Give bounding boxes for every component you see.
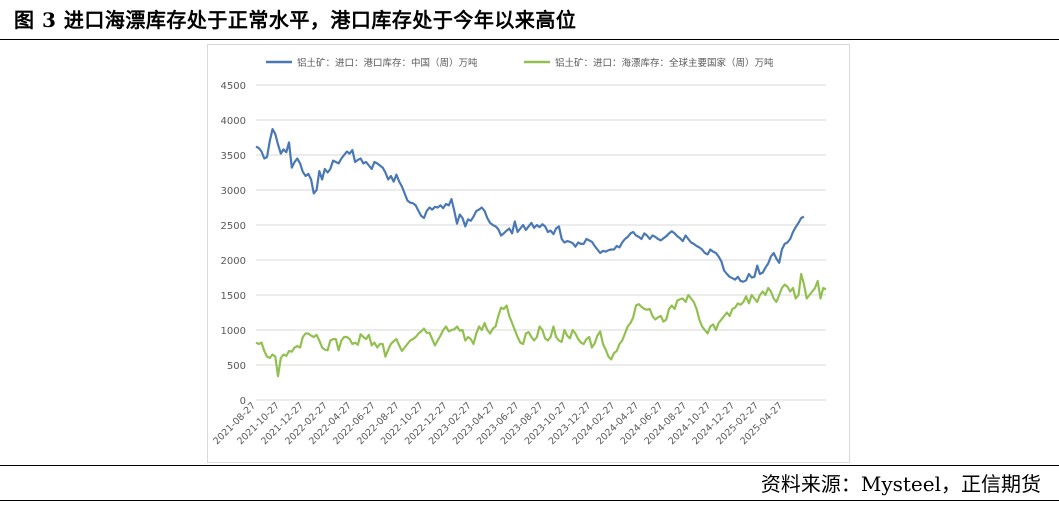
y-axis-ticks: 0 500 1000 1500 2000 2500 3000 3500 4000 4500 xyxy=(221,81,246,407)
series-line-china-port-inventory xyxy=(255,127,805,283)
y-tick-label: 2500 xyxy=(221,221,246,232)
legend-label: 铝土矿：进口：海漂库存：全球主要国家（周）万吨 xyxy=(555,57,774,69)
source-rule xyxy=(0,465,1059,466)
gridlines xyxy=(256,84,826,401)
y-tick-label: 3500 xyxy=(221,151,246,162)
y-tick-label: 2000 xyxy=(221,256,246,267)
bottom-rule xyxy=(0,500,1059,501)
figure-title: 图 3 进口海漂库存处于正常水平，港口库存处于今年以来高位 xyxy=(14,8,577,32)
y-tick-label: 0 xyxy=(240,396,246,407)
x-axis-ticks: 2021-08-272021-10-272021-12-272022-02-27… xyxy=(211,400,785,447)
y-tick-label: 500 xyxy=(227,361,246,372)
series-lines xyxy=(255,127,827,378)
title-rule xyxy=(0,39,1059,40)
chart-frame: 0 500 1000 1500 2000 2500 3000 3500 4000 4500 202… xyxy=(207,44,850,463)
y-tick-label: 3000 xyxy=(221,186,246,197)
y-tick-label: 4000 xyxy=(221,116,246,127)
y-tick-label: 1500 xyxy=(221,291,246,302)
chart-svg: 0 500 1000 1500 2000 2500 3000 3500 4000 4500 202… xyxy=(211,57,827,447)
y-tick-label: 1000 xyxy=(221,326,246,337)
source-note: 资料来源：Mysteel，正信期货 xyxy=(760,472,1041,496)
series-line-seaborne-inventory xyxy=(255,272,827,378)
legend-label: 铝土矿：进口：港口库存：中国（周）万吨 xyxy=(297,57,478,69)
y-tick-label: 4500 xyxy=(221,81,246,92)
legend: 铝土矿：进口：港口库存：中国（周）万吨 铝土矿：进口：海漂库存：全球主要国家（周）… xyxy=(266,57,774,69)
